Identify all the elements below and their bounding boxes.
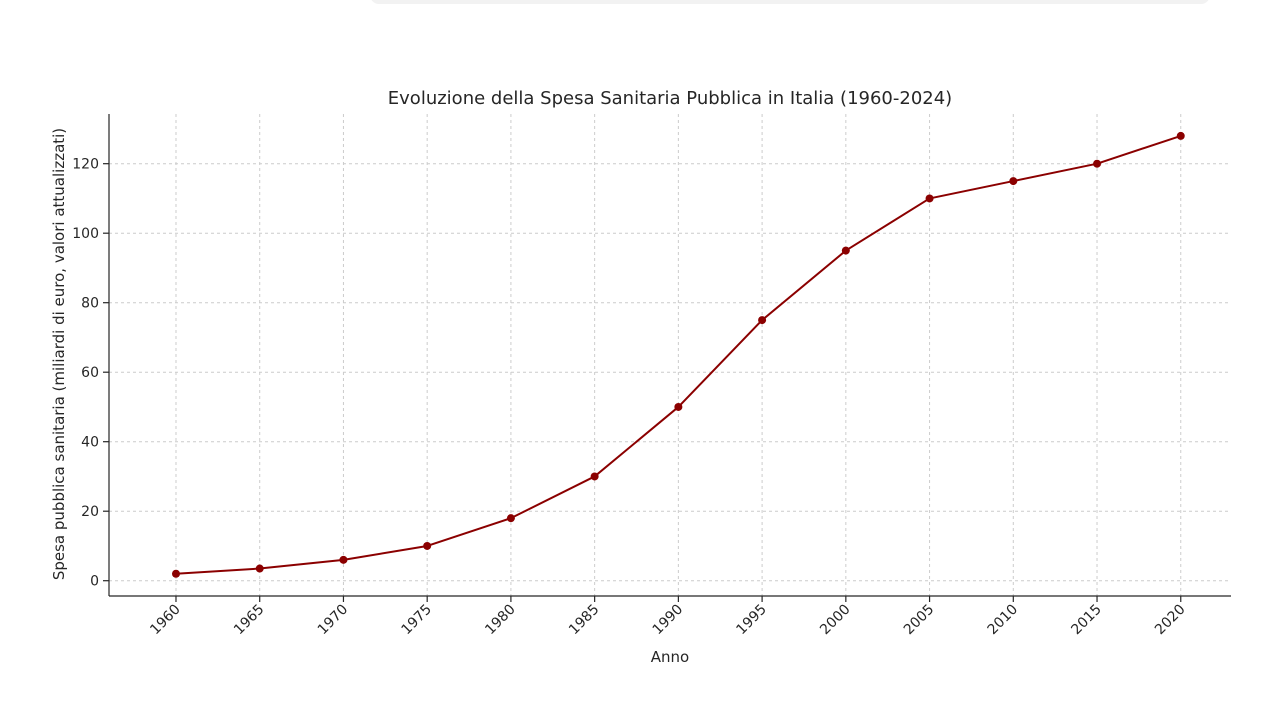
data-point <box>674 402 683 411</box>
top-search-bar <box>370 0 1210 4</box>
x-tick-label: 1970 <box>315 602 352 639</box>
grid <box>109 114 1231 596</box>
data-point <box>1093 159 1102 168</box>
y-tick-label: 60 <box>81 365 99 381</box>
y-tick-label: 80 <box>81 296 99 312</box>
x-tick-label: 1965 <box>231 602 268 639</box>
x-tick-label: 2020 <box>1152 602 1189 639</box>
data-point <box>758 316 767 325</box>
x-tick-label: 1990 <box>650 602 687 639</box>
data-point <box>171 569 180 578</box>
y-tick-label: 40 <box>81 435 99 451</box>
x-tick-label: 1975 <box>398 602 435 639</box>
y-tick-label: 100 <box>72 226 99 242</box>
x-tick-label: 2015 <box>1068 602 1105 639</box>
data-point <box>255 564 264 573</box>
x-tick-label: 1960 <box>147 602 184 639</box>
x-tick-label: 1980 <box>482 602 519 639</box>
data-point <box>339 555 348 564</box>
x-tick-label: 2000 <box>817 602 854 639</box>
data-point <box>590 472 599 481</box>
x-axis-label: Anno <box>651 648 689 666</box>
y-axis-label: Spesa pubblica sanitaria (miliardi di eu… <box>50 128 68 580</box>
data-point <box>506 514 515 523</box>
x-tick-label: 1985 <box>566 602 603 639</box>
y-tick-label: 120 <box>72 157 99 173</box>
data-point <box>1176 131 1185 140</box>
axes: 1960 1965 1970 1975 1980 1985 1990 1995 2000 2005… <box>72 114 1231 638</box>
data-point <box>841 246 850 255</box>
x-tick-label: 2010 <box>985 602 1022 639</box>
data-point <box>423 541 432 550</box>
series <box>171 131 1185 578</box>
y-tick-label: 0 <box>90 574 99 590</box>
chart-title: Evoluzione della Spesa Sanitaria Pubblic… <box>388 88 952 109</box>
data-point <box>925 194 934 203</box>
data-point <box>1009 177 1018 186</box>
y-tick-label: 20 <box>81 504 99 520</box>
x-tick-label: 2005 <box>901 602 938 639</box>
x-tick-label: 1995 <box>733 602 770 639</box>
